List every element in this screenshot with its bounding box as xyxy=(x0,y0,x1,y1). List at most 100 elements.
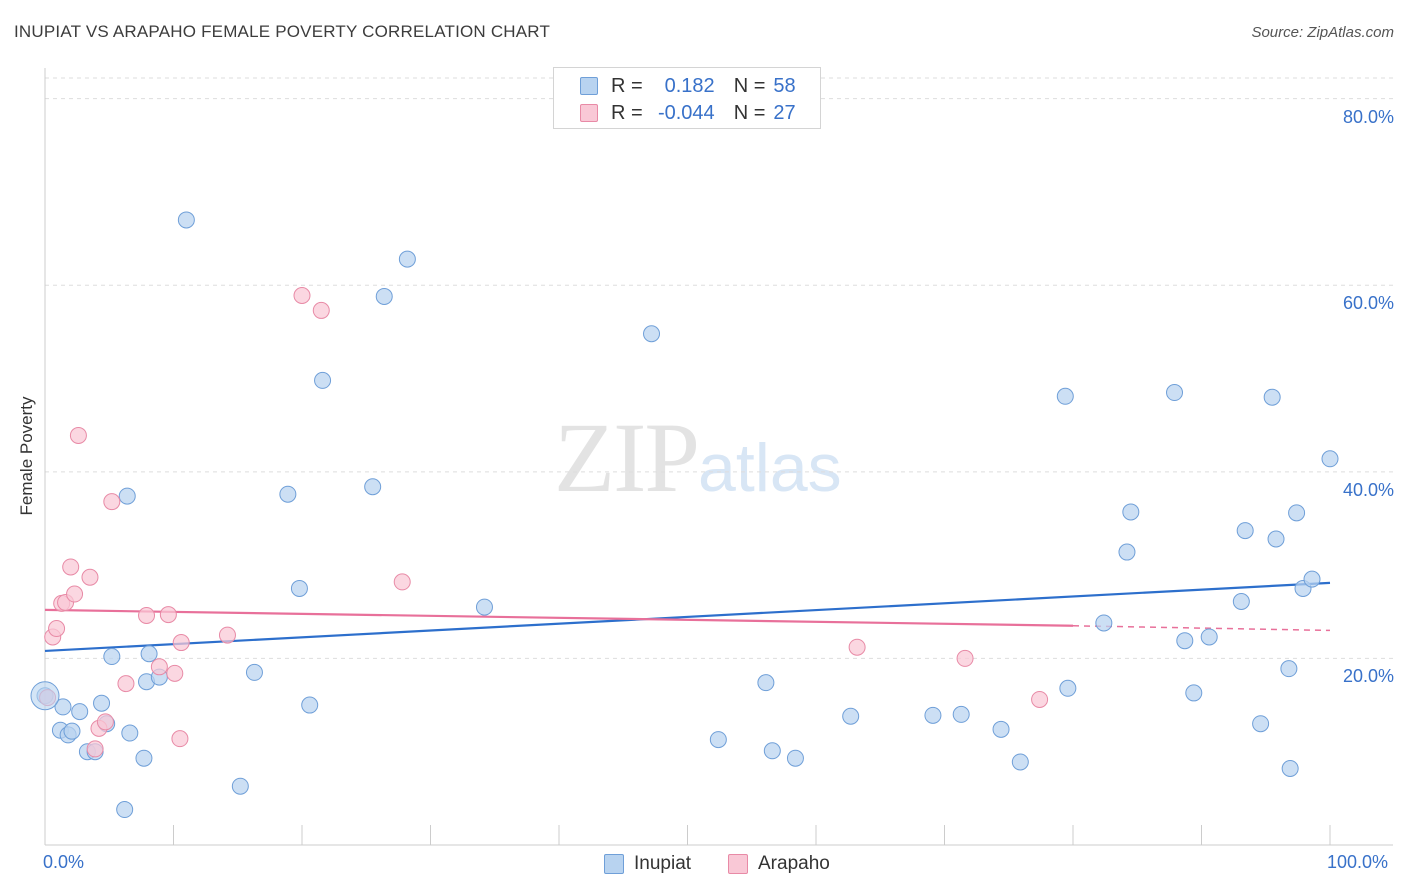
inupiat-point xyxy=(118,487,136,505)
inupiat-point xyxy=(245,663,263,681)
inupiat-point xyxy=(1267,530,1285,548)
inupiat-point xyxy=(63,722,81,740)
inupiat-point xyxy=(475,598,493,616)
correlation-legend: R = 0.182 N = 58 R = -0.044 N = 27 xyxy=(553,67,821,129)
arapaho-point xyxy=(393,573,411,591)
inupiat-trend-line xyxy=(44,581,1331,653)
arapaho-point xyxy=(117,675,135,693)
inupiat-point xyxy=(1056,387,1074,405)
inupiat-point xyxy=(1232,593,1250,611)
inupiat-point xyxy=(1059,679,1077,697)
inupiat-point xyxy=(1281,760,1299,777)
inupiat-point xyxy=(924,706,942,724)
inupiat-point xyxy=(54,698,72,716)
inupiat-point xyxy=(121,724,139,742)
arapaho-point xyxy=(150,658,168,676)
source-label: Source: ZipAtlas.com xyxy=(1251,24,1394,41)
gridlines xyxy=(45,77,1393,659)
arapaho-point xyxy=(848,638,866,656)
arapaho-point xyxy=(96,713,114,731)
inupiat-point xyxy=(1176,632,1194,650)
inupiat-point xyxy=(709,731,727,749)
inupiat-point xyxy=(290,579,308,597)
inupiat-point xyxy=(375,287,393,305)
arapaho-trend-line xyxy=(44,608,1074,627)
watermark: ZIPatlas xyxy=(554,402,842,513)
inupiat-point xyxy=(1321,450,1339,468)
inupiat-point xyxy=(952,705,970,723)
arapaho-point xyxy=(293,287,311,305)
inupiat-point xyxy=(1263,388,1281,406)
inupiat-point xyxy=(1095,614,1113,632)
inupiat-point xyxy=(140,645,158,663)
inupiat-point xyxy=(763,742,781,760)
arapaho-point xyxy=(171,730,189,748)
legend-label: Arapaho xyxy=(758,853,830,874)
inupiat-point xyxy=(1280,660,1298,678)
inupiat-point xyxy=(1122,503,1140,521)
arapaho-point xyxy=(312,301,330,319)
inupiat-point xyxy=(231,777,249,795)
n-label: N = xyxy=(733,101,766,124)
inupiat-point xyxy=(364,478,382,496)
inupiat-point xyxy=(279,485,297,503)
inupiat-point xyxy=(1303,570,1321,588)
arapaho-point xyxy=(172,634,190,652)
x-tick-label-min: 0.0% xyxy=(43,852,85,872)
x-tick-label-max: 100.0% xyxy=(1327,852,1389,872)
arapaho-swatch xyxy=(728,854,748,874)
inupiat-point xyxy=(643,325,661,343)
inupiat-point xyxy=(301,696,319,714)
inupiat-point xyxy=(786,749,804,767)
n-value: 58 xyxy=(773,74,796,97)
legend-item-inupiat[interactable]: Inupiat xyxy=(604,853,691,875)
y-tick-label: 20.0% xyxy=(1342,666,1394,687)
inupiat-point xyxy=(116,801,134,819)
inupiat-point xyxy=(398,250,416,268)
inupiat-point xyxy=(1288,504,1306,522)
arapaho-point xyxy=(66,585,84,603)
arapaho-swatch xyxy=(580,104,598,122)
inupiat-point xyxy=(757,674,775,692)
chart-title: INUPIAT VS ARAPAHO FEMALE POVERTY CORREL… xyxy=(14,22,551,41)
arapaho-point xyxy=(86,740,104,758)
r-label: R = xyxy=(611,101,643,124)
legend-row-arapaho: R = -0.044 N = 27 xyxy=(554,100,796,126)
inupiat-point xyxy=(93,694,111,712)
arapaho-point xyxy=(956,649,974,667)
inupiat-swatch xyxy=(604,854,624,874)
inupiat-point xyxy=(1252,715,1270,733)
inupiat-point xyxy=(103,648,121,666)
y-tick-label: 80.0% xyxy=(1342,106,1394,127)
arapaho-point xyxy=(138,607,156,624)
data-points xyxy=(30,211,1339,819)
y-tick-label: 40.0% xyxy=(1342,479,1394,500)
inupiat-point xyxy=(1236,522,1254,540)
legend-item-arapaho[interactable]: Arapaho xyxy=(728,853,830,875)
series-legend: Inupiat Arapaho xyxy=(0,853,1406,877)
inupiat-point xyxy=(992,720,1010,738)
trend-lines xyxy=(44,581,1331,653)
arapaho-point xyxy=(81,568,99,586)
r-value: 0.182 xyxy=(664,74,715,97)
arapaho-point xyxy=(62,558,80,576)
inupiat-point xyxy=(1166,384,1184,402)
arapaho-point xyxy=(48,620,66,638)
inupiat-point-large xyxy=(30,681,60,711)
r-label: R = xyxy=(611,74,643,97)
arapaho-point xyxy=(103,493,121,511)
r-value: -0.044 xyxy=(657,101,715,124)
inupiat-point xyxy=(1011,753,1029,771)
n-value: 27 xyxy=(773,101,796,124)
inupiat-point xyxy=(71,703,89,721)
arapaho-point xyxy=(1031,690,1049,708)
legend-row-inupiat: R = 0.182 N = 58 xyxy=(554,73,796,99)
arapaho-trend-extension xyxy=(1072,625,1331,632)
inupiat-point xyxy=(1200,628,1218,646)
inupiat-swatch xyxy=(580,77,598,95)
inupiat-point xyxy=(177,211,195,229)
arapaho-point xyxy=(159,606,177,624)
inupiat-point xyxy=(1118,543,1136,561)
axes xyxy=(44,68,1393,846)
